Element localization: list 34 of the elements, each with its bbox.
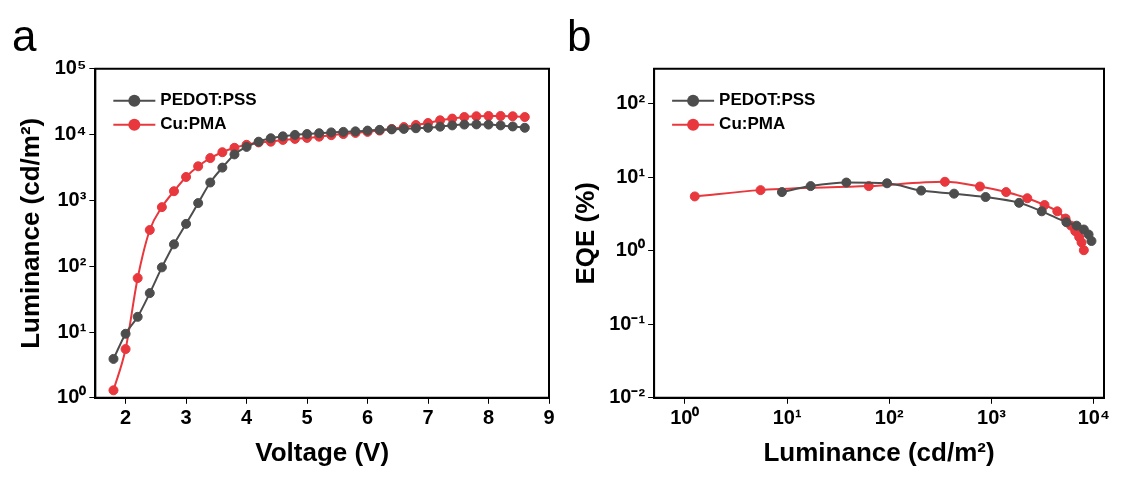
x-tick-label: 4 xyxy=(241,406,253,429)
x-tick-label: 9 xyxy=(543,406,555,429)
x-tick-label: 8 xyxy=(482,406,495,429)
x-tick-label: 3 xyxy=(180,406,192,429)
y-tick-label: 10⁻² xyxy=(609,385,646,408)
y-tick-label: 10² xyxy=(57,253,87,276)
y-axis-title: EQE (%) xyxy=(569,182,600,285)
y-axis-title: Luminance (cd/m²) xyxy=(14,117,45,349)
chart-title: b xyxy=(567,10,592,60)
legend-label: Cu:PMA xyxy=(719,114,786,134)
y-tick-label: 10² xyxy=(616,91,646,114)
y-tick-label: 10⁰ xyxy=(615,238,646,261)
x-tick-label: 10¹ xyxy=(772,406,802,429)
x-axis-title: Voltage (V) xyxy=(255,436,390,467)
legend-label: Cu:PMA xyxy=(160,114,227,134)
chart-title: a xyxy=(12,10,37,60)
x-tick-label: 7 xyxy=(422,406,434,429)
y-tick-label: 10¹ xyxy=(616,164,646,187)
y-tick-label: 10¹ xyxy=(57,319,87,342)
x-tick-label: 2 xyxy=(120,406,132,429)
y-tick-label: 10⁰ xyxy=(57,385,87,408)
legend-label: PEDOT:PSS xyxy=(719,90,816,110)
x-tick-label: 10⁰ xyxy=(670,406,700,429)
x-tick-label: 6 xyxy=(361,406,374,429)
y-tick-label: 10⁴ xyxy=(54,122,87,145)
x-tick-label: 10² xyxy=(874,406,905,429)
x-tick-label: 5 xyxy=(301,406,313,429)
y-tick-label: 10⁻¹ xyxy=(609,311,646,334)
x-tick-label: 10⁴ xyxy=(1077,406,1110,429)
y-tick-label: 10⁵ xyxy=(54,56,87,79)
y-tick-label: 10³ xyxy=(57,187,87,210)
x-tick-label: 10³ xyxy=(977,406,1007,429)
legend-label: PEDOT:PSS xyxy=(160,90,257,110)
x-axis-title: Luminance (cd/m²) xyxy=(763,436,995,467)
